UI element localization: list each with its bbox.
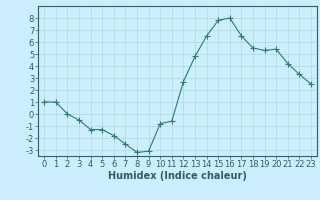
X-axis label: Humidex (Indice chaleur): Humidex (Indice chaleur): [108, 171, 247, 181]
